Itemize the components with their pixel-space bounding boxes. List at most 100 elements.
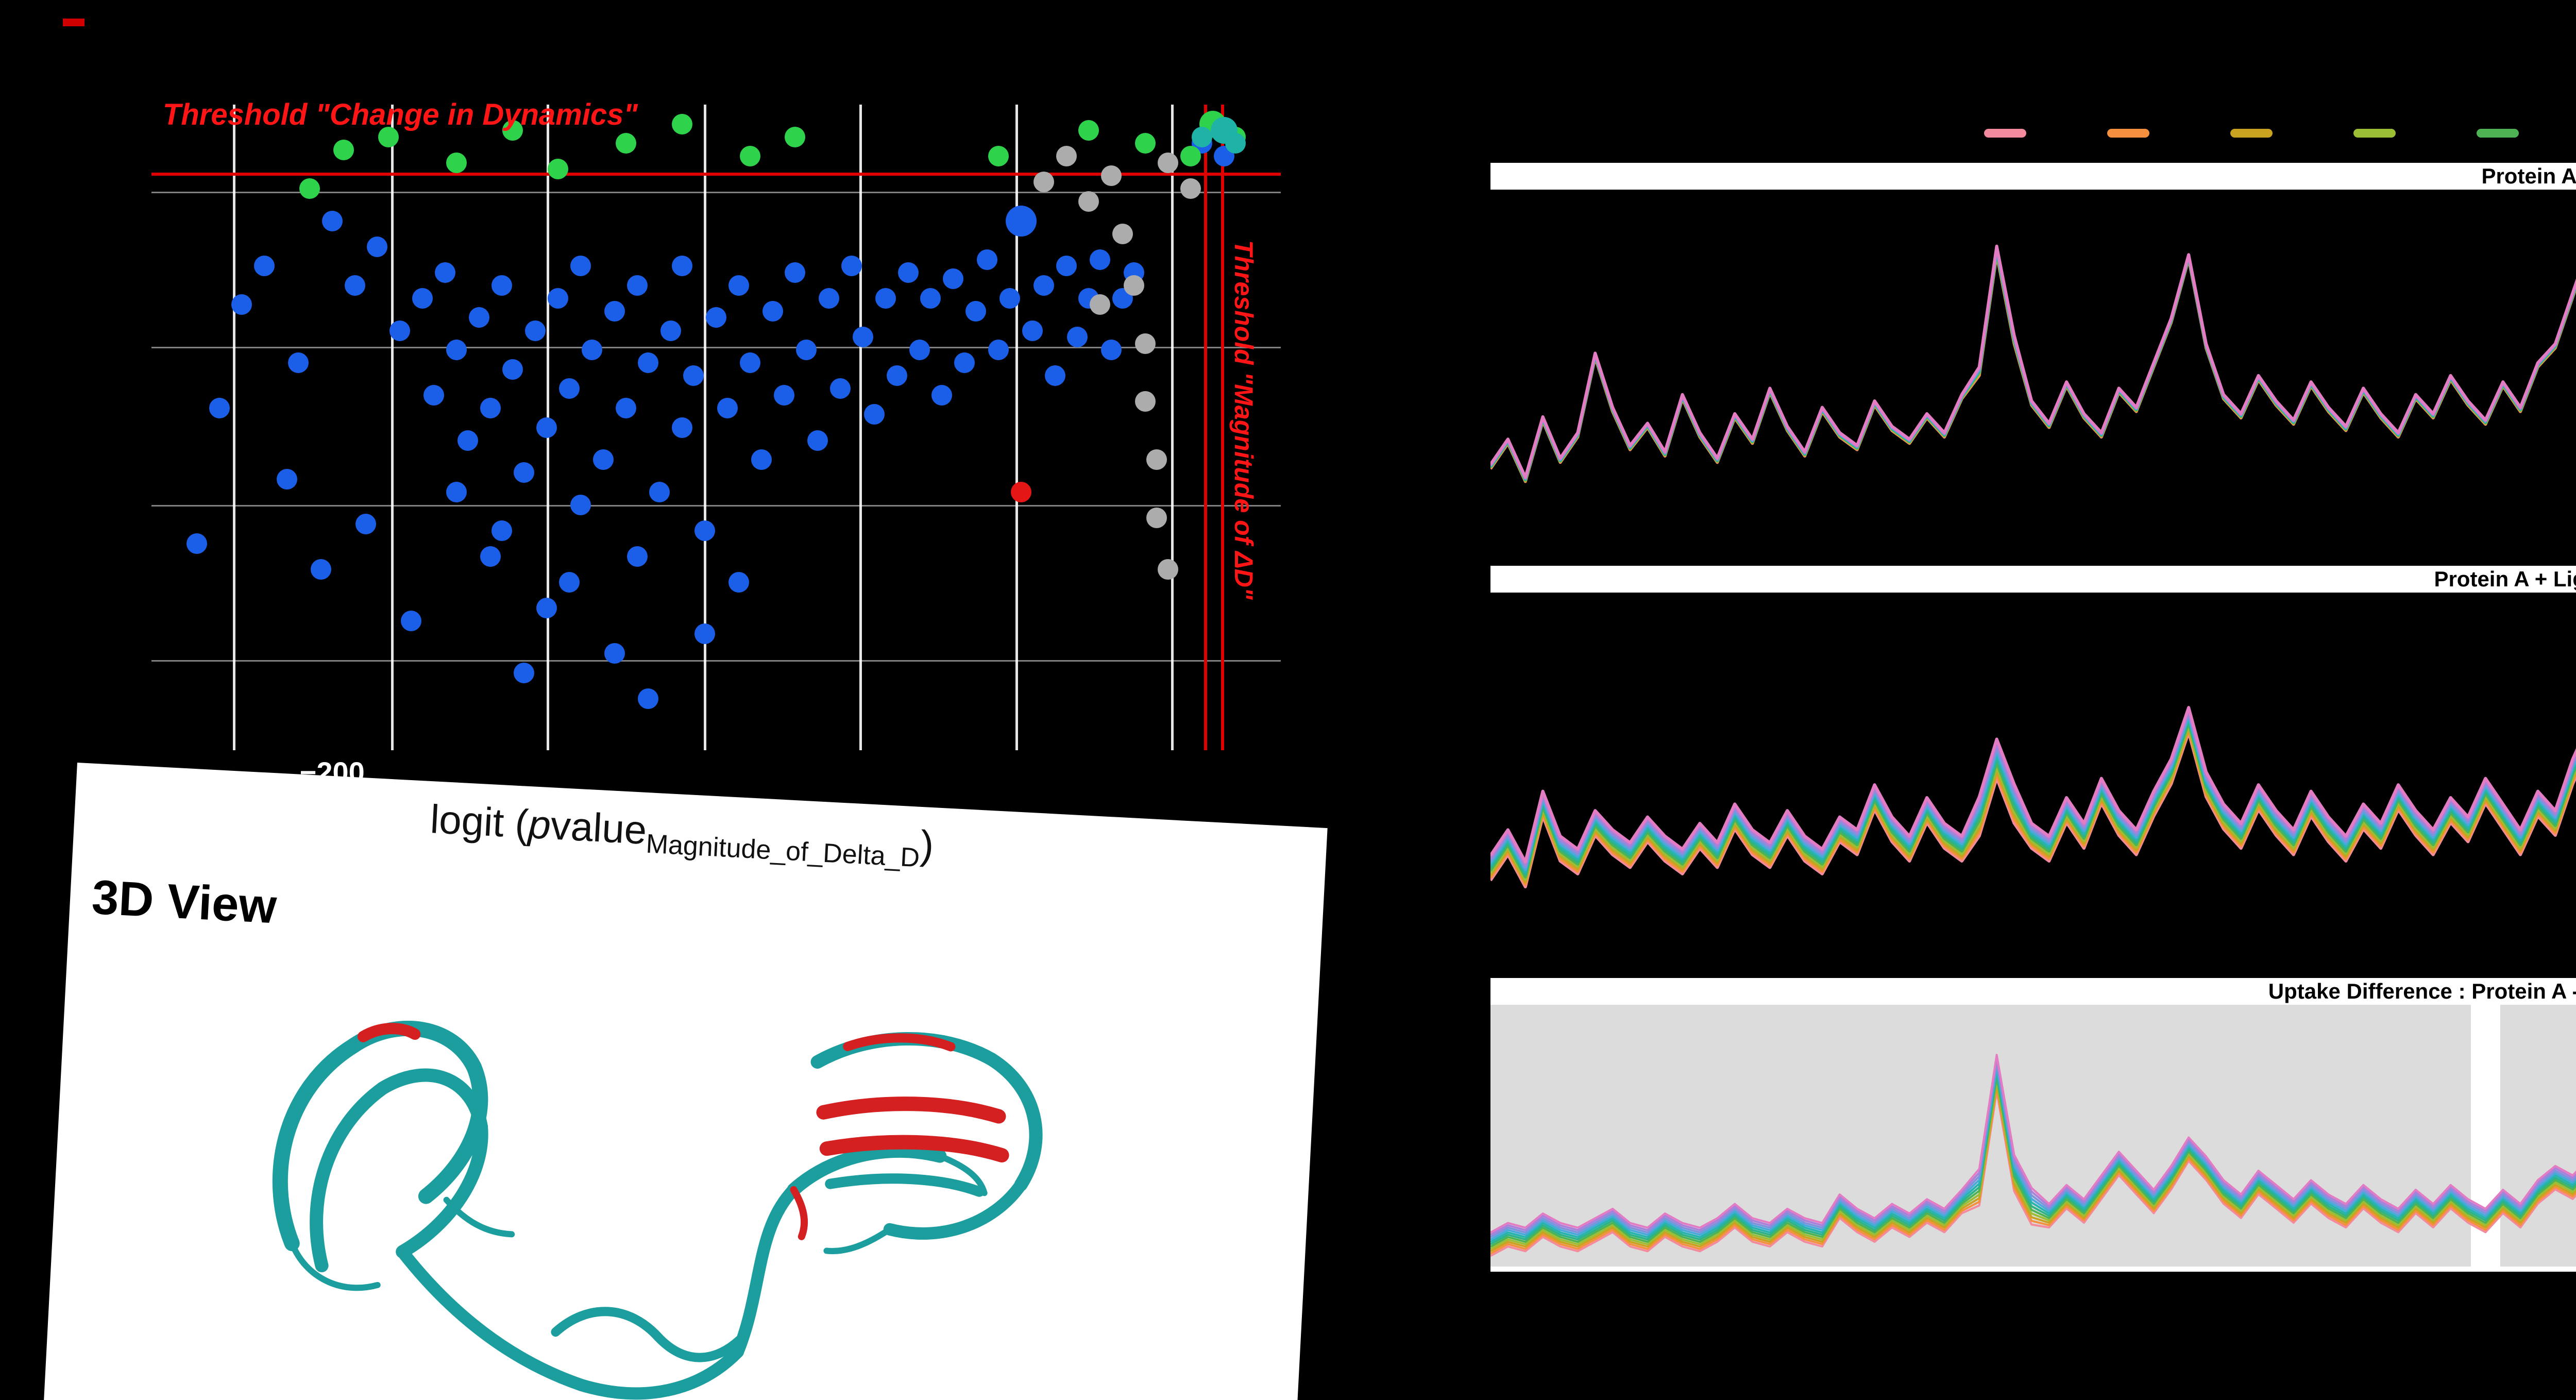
scatter-point[interactable] (254, 256, 275, 277)
scatter-point[interactable] (1010, 481, 1031, 502)
scatter-point[interactable] (977, 249, 998, 270)
scatter-point[interactable] (739, 352, 760, 374)
uptake-series[interactable] (1490, 246, 2576, 482)
scatter-point[interactable] (672, 417, 693, 438)
scatter-point[interactable] (570, 494, 591, 515)
scatter-point[interactable] (592, 449, 614, 470)
scatter-point[interactable] (570, 256, 591, 277)
scatter-point[interactable] (931, 384, 953, 406)
uptake-series[interactable] (1490, 226, 2576, 478)
uptake-series[interactable] (1490, 238, 2576, 479)
uptake-series[interactable] (1490, 627, 2576, 862)
threshold-line-magnitude-2[interactable] (1221, 105, 1224, 750)
uptake-series[interactable] (1490, 234, 2576, 479)
scatter-point[interactable] (491, 275, 512, 296)
scatter-point[interactable] (412, 288, 433, 309)
scatter-point[interactable] (615, 133, 636, 154)
scatter-point[interactable] (1090, 249, 1111, 270)
uptake-series[interactable] (1490, 678, 2576, 884)
scatter-point[interactable] (1101, 165, 1122, 186)
scatter-point[interactable] (638, 352, 659, 374)
scatter-point[interactable] (807, 430, 828, 451)
scatter-point[interactable] (751, 449, 772, 470)
scatter-point[interactable] (1225, 133, 1246, 154)
uptake-series[interactable] (1490, 245, 2576, 480)
scatter-point[interactable] (694, 623, 716, 645)
scatter-point[interactable] (785, 262, 806, 283)
scatter-point[interactable] (310, 559, 331, 580)
volcano-plot[interactable]: Threshold "Change in Dynamics" Threshold… (151, 98, 1281, 788)
scatter-point[interactable] (514, 662, 535, 683)
scatter-point[interactable] (638, 688, 659, 709)
uptake-chart-protein-a[interactable] (1490, 191, 2576, 541)
scatter-point[interactable] (649, 481, 670, 502)
scatter-point[interactable] (819, 288, 840, 309)
scatter-point[interactable] (954, 352, 975, 374)
scatter-point[interactable] (717, 397, 738, 418)
uptake-series[interactable] (1490, 1066, 2576, 1244)
scatter-point[interactable] (886, 365, 907, 386)
scatter-point[interactable] (299, 178, 320, 199)
legend-swatch[interactable] (2230, 129, 2273, 138)
uptake-chart-protein-a-ligand[interactable] (1490, 595, 2576, 950)
scatter-point[interactable] (1191, 126, 1212, 147)
legend-swatch[interactable] (2107, 129, 2149, 138)
scatter-point[interactable] (999, 288, 1020, 309)
scatter-point[interactable] (875, 288, 896, 309)
scatter-point[interactable] (1033, 172, 1054, 193)
scatter-point[interactable] (502, 120, 523, 141)
scatter-point[interactable] (1134, 333, 1156, 354)
scatter-point[interactable] (728, 275, 749, 296)
scatter-point[interactable] (965, 300, 987, 322)
scatter-point[interactable] (773, 384, 794, 406)
uptake-difference-chart[interactable] (1490, 1005, 2576, 1267)
scatter-point[interactable] (548, 159, 569, 180)
scatter-point[interactable] (1005, 205, 1037, 237)
threshold-line-change-in-dynamics[interactable] (151, 172, 1281, 176)
scatter-point[interactable] (378, 126, 399, 147)
scatter-point[interactable] (943, 268, 964, 290)
scatter-point[interactable] (1134, 391, 1156, 412)
uptake-series[interactable] (1490, 1088, 2576, 1258)
scatter-point[interactable] (1022, 320, 1043, 341)
uptake-series[interactable] (1490, 684, 2576, 887)
scatter-point[interactable] (728, 572, 749, 593)
scatter-point[interactable] (502, 359, 523, 380)
uptake-series[interactable] (1490, 1058, 2576, 1239)
scatter-point[interactable] (615, 397, 636, 418)
uptake-series[interactable] (1490, 218, 2576, 477)
scatter-point[interactable] (186, 533, 207, 554)
scatter-point[interactable] (333, 139, 354, 160)
scatter-point[interactable] (604, 643, 625, 664)
scatter-point[interactable] (536, 598, 557, 619)
uptake-series[interactable] (1490, 242, 2576, 480)
scatter-point[interactable] (344, 275, 365, 296)
scatter-point[interactable] (626, 546, 648, 567)
scatter-point[interactable] (355, 514, 377, 535)
scatter-point[interactable] (852, 327, 873, 348)
scatter-point[interactable] (1056, 256, 1077, 277)
scatter-point[interactable] (694, 520, 716, 541)
scatter-point[interactable] (457, 430, 478, 451)
protein-structure-viewer[interactable] (187, 950, 1087, 1400)
scatter-point[interactable] (909, 340, 930, 361)
scatter-point[interactable] (446, 152, 467, 173)
uptake-series[interactable] (1490, 1055, 2576, 1237)
scatter-point[interactable] (231, 294, 252, 315)
scatter-point[interactable] (897, 262, 919, 283)
scatter-point[interactable] (1124, 275, 1145, 296)
scatter-point[interactable] (536, 417, 557, 438)
scatter-point[interactable] (1146, 507, 1167, 528)
scatter-point[interactable] (321, 210, 343, 231)
scatter-point[interactable] (287, 352, 309, 374)
uptake-series[interactable] (1490, 1081, 2576, 1254)
scatter-point[interactable] (468, 307, 489, 328)
scatter-point[interactable] (988, 146, 1009, 167)
scatter-point[interactable] (1056, 146, 1077, 167)
scatter-point[interactable] (1078, 120, 1099, 141)
scatter-point[interactable] (559, 378, 580, 399)
scatter-point[interactable] (423, 384, 444, 406)
scatter-point[interactable] (762, 300, 783, 322)
scatter-point[interactable] (920, 288, 941, 309)
scatter-point[interactable] (1134, 133, 1156, 154)
